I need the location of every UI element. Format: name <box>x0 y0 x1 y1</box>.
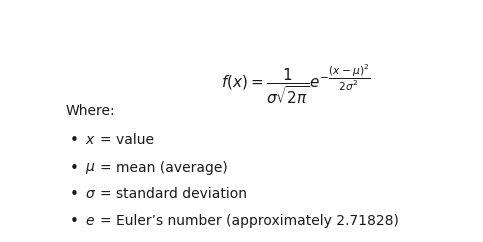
Text: $e$: $e$ <box>85 213 95 227</box>
Text: $x$: $x$ <box>85 133 96 147</box>
Text: $\sigma$: $\sigma$ <box>85 187 96 201</box>
Text: = standard deviation: = standard deviation <box>99 187 247 201</box>
Text: •: • <box>70 187 79 202</box>
Text: $f(x) = \dfrac{1}{\sigma\sqrt{2\pi}}e^{-\dfrac{(x-\mu)^2}{2\sigma^2}}$: $f(x) = \dfrac{1}{\sigma\sqrt{2\pi}}e^{-… <box>222 63 371 106</box>
Text: = mean (average): = mean (average) <box>99 161 227 175</box>
Text: •: • <box>70 161 79 176</box>
Text: Where:: Where: <box>66 104 115 118</box>
Text: •: • <box>70 133 79 148</box>
Text: •: • <box>70 213 79 228</box>
Text: = value: = value <box>99 133 154 147</box>
Text: = Euler’s number (approximately 2.71828): = Euler’s number (approximately 2.71828) <box>99 213 398 227</box>
Text: $\mu$: $\mu$ <box>85 161 95 176</box>
